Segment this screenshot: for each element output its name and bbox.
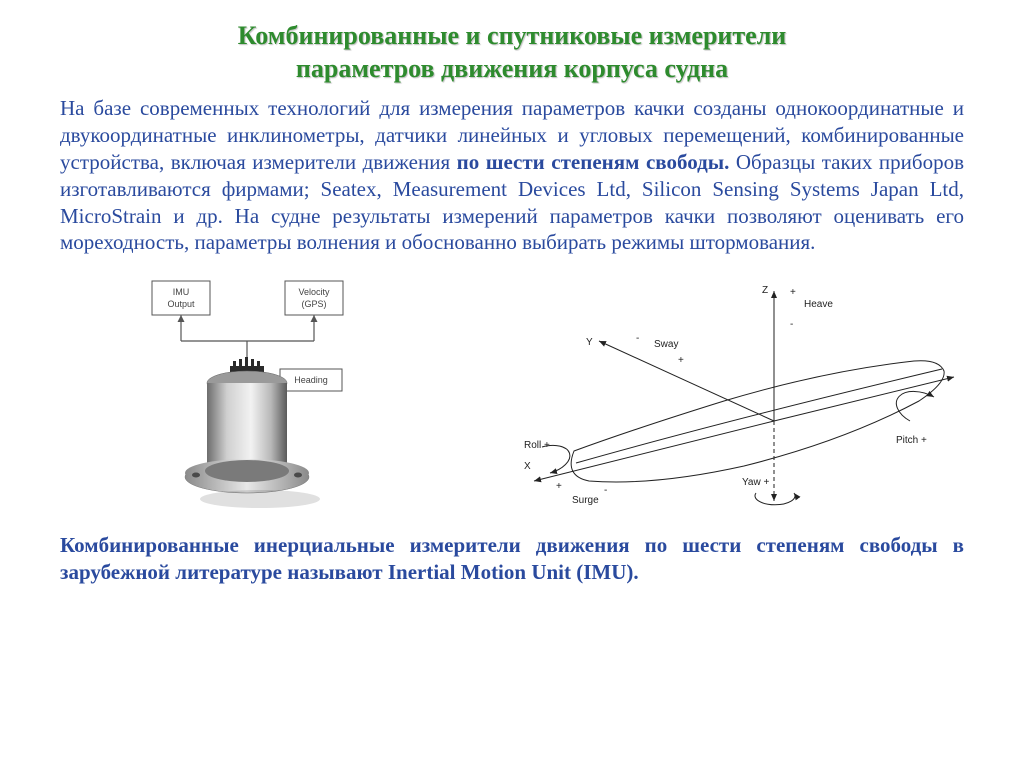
box-imu-output-l2: Output <box>167 299 195 309</box>
surge-label: Surge <box>572 495 599 506</box>
title-line-1: Комбинированные и спутниковые измерители <box>238 21 787 50</box>
title-line-2: параметров движения корпуса судна <box>296 54 728 83</box>
caption-text: Комбинированные инерциальные измерители … <box>60 532 964 586</box>
pitch-label: Pitch + <box>896 435 927 446</box>
axis-y-label: Y <box>586 337 593 348</box>
surge-plus: + <box>556 481 562 492</box>
box-velocity-l1: Velocity <box>298 287 330 297</box>
heave-minus: - <box>790 319 793 330</box>
surge-minus: - <box>604 485 607 496</box>
figures-row: IMU Output Velocity (GPS) Heading <box>60 266 964 526</box>
figure-ship-6dof: Z Heave + - Y Sway + - X Surge + - Rol <box>494 271 964 521</box>
box-heading: Heading <box>294 375 328 385</box>
roll-label: Roll + <box>524 440 550 451</box>
yaw-label: Yaw + <box>742 477 769 488</box>
ship-diagram-svg: Z Heave + - Y Sway + - X Surge + - Rol <box>494 271 964 521</box>
axis-z-label: Z <box>762 285 768 296</box>
heave-plus: + <box>790 287 796 298</box>
sway-plus: + <box>678 355 684 366</box>
sway-label: Sway <box>654 339 678 350</box>
page-title: Комбинированные и спутниковые измерители… <box>60 20 964 85</box>
body-paragraph: На базе современных технологий для измер… <box>60 95 964 256</box>
sway-minus: - <box>636 333 639 344</box>
figure-imu-sensor: IMU Output Velocity (GPS) Heading <box>60 271 494 521</box>
box-velocity-l2: (GPS) <box>301 299 326 309</box>
slide: Комбинированные и спутниковые измерители… <box>0 0 1024 767</box>
body-seg2-bold: по шести степеням свободы. <box>457 150 730 174</box>
imu-diagram-svg: IMU Output Velocity (GPS) Heading <box>130 271 425 521</box>
heave-label: Heave <box>804 299 833 310</box>
box-imu-output-l1: IMU <box>172 287 189 297</box>
axis-x-label: X <box>524 461 531 472</box>
